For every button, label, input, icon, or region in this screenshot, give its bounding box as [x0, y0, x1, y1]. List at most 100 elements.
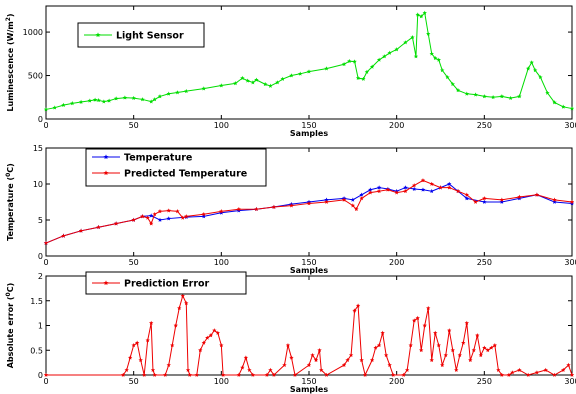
chart2-series-0-point-22: [368, 187, 373, 192]
chart2-series-1-point-35: [438, 185, 443, 190]
chart3-xtick-label-5: 250: [477, 377, 492, 386]
chart3-series-0-point-91: [506, 372, 512, 377]
chart2-xtick-label-0: 0: [43, 258, 48, 267]
chart3-series-0-point-63: [405, 367, 410, 372]
chart1-ylabel-end: ): [6, 13, 15, 17]
chart2-series-1-point-32: [412, 183, 417, 188]
chart3-series-0-point-10: [150, 367, 156, 372]
chart1-series-0-point-22: [233, 81, 238, 86]
chart1-series-0-point-1: [52, 105, 57, 110]
chart2-series-1-point-28: [376, 188, 382, 194]
chart3-series-0-point-8: [145, 338, 150, 343]
chart3-series-0-point-86: [485, 347, 491, 353]
chart3-series-0-point-15: [173, 323, 178, 328]
chart3-series-0-point-19: [185, 367, 191, 372]
chart1-series-0-point-37: [352, 59, 357, 64]
chart1-series-0-point-57: [445, 74, 450, 80]
chart2-series-1-point-18: [254, 206, 259, 212]
chart3-series-0-point-48: [341, 362, 347, 367]
chart1-series-0-point-50: [419, 14, 424, 19]
chart1-ylabel: Luminescence (W/m2): [5, 13, 15, 111]
chart1-series-0-point-40: [364, 69, 370, 74]
chart2-series-0-point-12: [219, 210, 224, 215]
chart1-series-0-point-32: [298, 71, 303, 76]
chart3-series-0-point-71: [433, 330, 438, 335]
chart1-series-0-point-69: [532, 68, 538, 73]
chart2-ylabel-main: Temperature (: [6, 177, 15, 241]
chart3-ylabel-end: C): [6, 283, 15, 293]
chart3-series-0-point-45: [317, 347, 322, 353]
chart2-legend-label-1: Predicted Temperature: [124, 169, 247, 180]
chart2-series-1-point-14: [184, 214, 189, 219]
chart3-series-0-point-59: [383, 352, 389, 358]
chart2-series-1-point-19: [271, 204, 277, 209]
chart3-xtick-label-3: 150: [301, 377, 316, 386]
chart2-series-0-point-21: [359, 192, 364, 197]
chart3-series-0-point-22: [198, 347, 203, 353]
chart2-series-0-point-18: [324, 197, 329, 202]
chart2-series-1-point-20: [289, 203, 294, 208]
chart3-series-0-point-6: [138, 357, 143, 363]
chart3-series-0-point-27: [215, 330, 221, 335]
chart2-series-0-point-11: [201, 214, 206, 219]
chart3-series-0-point-36: [268, 367, 273, 372]
chart3-series-0-point-26: [212, 328, 217, 333]
chart2-series-1-point-16: [219, 209, 224, 214]
chart1-series-0-point-28: [268, 83, 273, 88]
chart2-xtick-label-5: 250: [477, 258, 492, 267]
chart2-series-0-point-13: [236, 208, 242, 213]
chart3-series-0-point-28: [219, 343, 224, 348]
chart3-series-0-point-65: [412, 318, 417, 323]
chart1-series-0-point-67: [525, 66, 531, 71]
chart3-series-0-point-92: [510, 370, 515, 375]
chart3-ytick-label-4: 2: [38, 272, 43, 281]
chart1-series-0-point-36: [347, 58, 352, 64]
chart3-series-0-point-85: [482, 345, 487, 350]
chart2-series-1-point-44: [552, 197, 557, 202]
chart3-series-0-point-90: [499, 372, 505, 377]
chart1-legend-marker-0: [95, 32, 101, 38]
chart3-series-0-point-39: [285, 343, 291, 348]
chart1-ylabel-sup: 2: [5, 17, 12, 21]
chart1-series-0-point-14: [149, 99, 154, 104]
chart3-series-0-point-88: [492, 343, 498, 348]
chart3-series-0-point-95: [534, 370, 540, 375]
chart3-series-0-point-31: [240, 365, 245, 370]
chart3-series-0-point-43: [310, 352, 315, 358]
chart1-series-0-point-53: [429, 51, 434, 56]
chart3-series-0-point-53: [359, 357, 364, 363]
chart1-series-0-point-23: [240, 75, 245, 81]
chart3-series-0-point-38: [282, 362, 287, 367]
chart2-series-1-point-22: [324, 199, 329, 204]
chart1-series-0-point-26: [254, 77, 259, 82]
chart2-legend-marker-1: [103, 170, 109, 176]
chart3-series-0-point-33: [247, 367, 252, 372]
chart2-ylabel: Temperature (0C): [5, 163, 15, 241]
chart1-series-0-point-3: [70, 101, 75, 106]
chart2-series-0-point-20: [350, 197, 356, 202]
chart1-ylabel-main: Luminescence (W/m: [6, 21, 15, 111]
chart1-xtick-label-4: 200: [389, 121, 404, 130]
chart1-series-0-point-51: [422, 10, 427, 15]
chart2-series-1-point-15: [201, 211, 206, 217]
chart3-series-0-point-9: [149, 320, 154, 325]
chart1-series-0-point-17: [166, 91, 171, 96]
chart2-series-1-point-21: [306, 201, 312, 206]
chart2-series-1-point-4: [113, 221, 119, 226]
chart1-series-0-point-54: [433, 55, 438, 61]
chart1-series-0-point-73: [561, 104, 566, 109]
chart3-series-0-point-83: [475, 333, 480, 338]
chart2-series-0-point-34: [482, 199, 487, 204]
chart3-legend-marker-0: [103, 280, 109, 286]
chart2-ytick-label-0: 0: [38, 252, 43, 261]
chart1-series-0-point-45: [394, 47, 399, 52]
chart3-series-0-point-24: [205, 335, 210, 340]
chart1-series-0-point-16: [157, 94, 163, 99]
chart2-series-1-point-0: [43, 240, 49, 245]
chart1-series-0-point-21: [219, 83, 224, 88]
chart3-legend-box: [85, 271, 247, 295]
chart1-series-0-point-30: [280, 76, 285, 81]
chart1-ytick-label-0: 0: [38, 115, 43, 124]
chart2-series-1-point-37: [455, 188, 461, 194]
chart3-series-0-point-47: [324, 372, 329, 377]
